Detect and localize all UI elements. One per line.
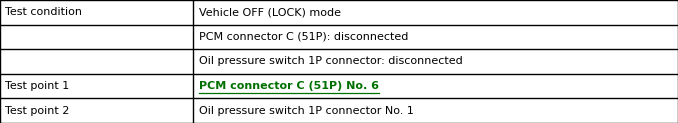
Text: Test point 2: Test point 2 <box>5 106 70 116</box>
Text: PCM connector C (51P) No. 6: PCM connector C (51P) No. 6 <box>199 81 378 91</box>
Text: Oil pressure switch 1P connector No. 1: Oil pressure switch 1P connector No. 1 <box>199 106 414 116</box>
Text: Vehicle OFF (LOCK) mode: Vehicle OFF (LOCK) mode <box>199 7 340 17</box>
Text: Oil pressure switch 1P connector: disconnected: Oil pressure switch 1P connector: discon… <box>199 56 462 67</box>
Text: Test point 1: Test point 1 <box>5 81 70 91</box>
Text: PCM connector C (51P): disconnected: PCM connector C (51P): disconnected <box>199 32 408 42</box>
Text: Test condition: Test condition <box>5 7 83 17</box>
